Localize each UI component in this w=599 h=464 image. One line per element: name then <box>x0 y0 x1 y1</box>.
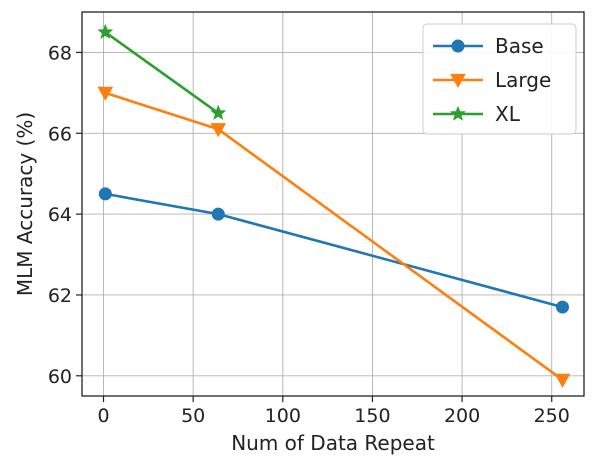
legend-item-base: Base <box>433 34 544 58</box>
legend-label: Large <box>495 68 551 92</box>
x-tick-label: 50 <box>181 405 205 427</box>
data-point <box>554 373 571 388</box>
y-axis-title: MLM Accuracy (%) <box>13 112 37 296</box>
x-tick-label: 250 <box>534 405 570 427</box>
series-xl <box>97 23 227 120</box>
legend-marker <box>450 105 466 121</box>
data-point <box>98 187 112 201</box>
plot-frame <box>81 11 585 397</box>
data-point <box>97 23 114 39</box>
x-tick-label: 100 <box>265 405 301 427</box>
data-point <box>97 86 114 101</box>
series-line <box>105 192 563 309</box>
data-point <box>210 104 227 120</box>
y-axis: 60 62 64 66 68 <box>48 42 82 388</box>
series-layer <box>97 23 571 388</box>
legend-item-large: Large <box>433 68 551 92</box>
y-tick-label: 66 <box>48 123 72 145</box>
x-tick-label: 200 <box>444 405 480 427</box>
y-tick-label: 64 <box>48 204 72 226</box>
data-point <box>210 123 227 138</box>
legend-label: Base <box>495 34 544 58</box>
x-tick-label: 0 <box>97 405 109 427</box>
y-tick-label: 68 <box>48 42 72 64</box>
legend-item-xl: XL <box>433 102 521 126</box>
y-tick-label: 62 <box>48 285 72 307</box>
y-tick-label: 60 <box>48 366 72 388</box>
legend-marker <box>451 39 465 53</box>
series-line <box>104 31 220 115</box>
data-point <box>555 300 569 314</box>
x-tick-label: 150 <box>354 405 390 427</box>
data-point <box>211 207 225 221</box>
series-large <box>97 86 571 388</box>
x-axis-title: Num of Data Repeat <box>231 431 435 455</box>
legend-label: XL <box>495 102 521 126</box>
x-axis: 0 50 100 150 200 250 <box>97 396 570 427</box>
series-line <box>104 91 564 381</box>
legend: Base Large XL <box>422 23 577 135</box>
series-base <box>98 187 569 314</box>
legend-marker <box>450 73 466 89</box>
